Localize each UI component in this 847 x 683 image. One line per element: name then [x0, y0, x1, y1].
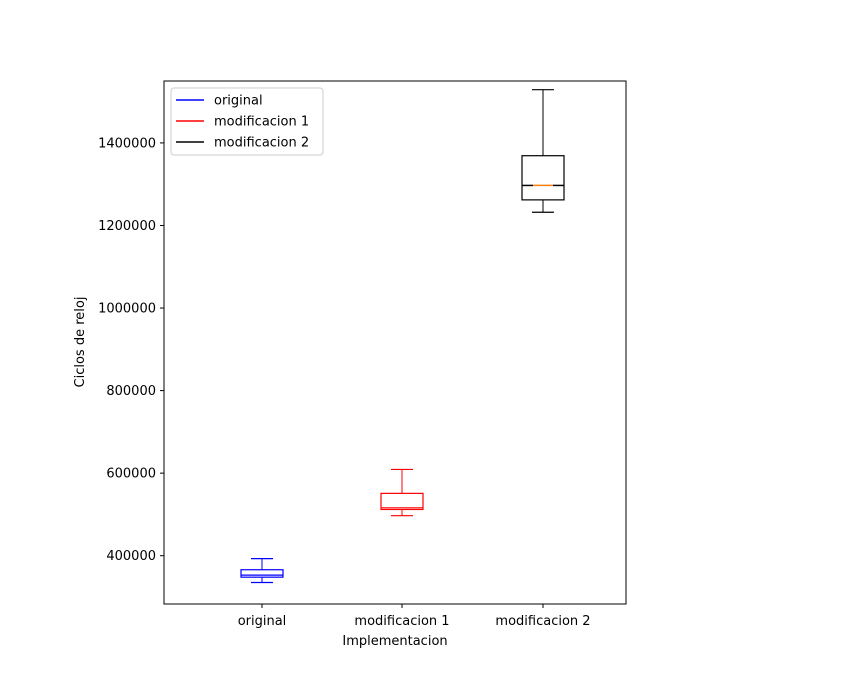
legend-entry: modificacion 1 [176, 115, 309, 130]
legend-label: original [214, 94, 263, 109]
y-tick-label: 600000 [106, 467, 156, 482]
plot-area-frame [163, 80, 627, 605]
x-axis-label: Implementacion [342, 634, 447, 649]
y-tick-label: 1200000 [98, 219, 156, 234]
box-1 [240, 557, 284, 584]
legend-frame [170, 87, 324, 156]
legend-entry: original [176, 94, 263, 109]
y-axis-label: Ciclos de reloj [73, 297, 88, 388]
tick-group: 400000 600000 800000 1000000 1200000 1400000 o… [98, 136, 590, 629]
y-tick-label: 800000 [106, 384, 156, 399]
iqr-box [380, 492, 424, 511]
x-tick-label: original [238, 614, 287, 629]
box-3 [521, 89, 565, 213]
y-tick-label: 1400000 [98, 136, 156, 151]
legend: original modificacion 1 modificacion 2 [170, 87, 324, 156]
iqr-box [521, 155, 565, 201]
iqr-box [240, 569, 284, 578]
y-tick-label: 1000000 [98, 302, 156, 317]
legend-label: modificacion 2 [214, 136, 309, 151]
box-2 [380, 468, 424, 517]
x-tick-label: modificacion 2 [495, 614, 590, 629]
box-group [240, 89, 565, 584]
y-tick-label: 400000 [106, 549, 156, 564]
legend-entry: modificacion 2 [176, 136, 309, 151]
x-tick-label: modificacion 1 [354, 614, 449, 629]
legend-label: modificacion 1 [214, 115, 309, 130]
